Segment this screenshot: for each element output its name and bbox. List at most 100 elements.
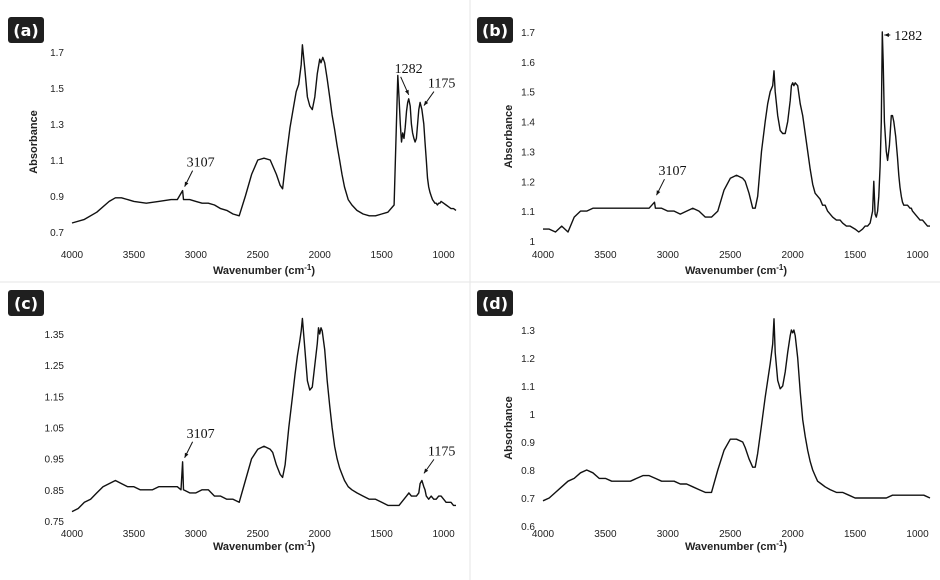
x-tick-label: 1000 xyxy=(432,529,455,540)
y-tick-label: 1.2 xyxy=(521,177,535,188)
y-tick-label: 0.7 xyxy=(50,228,64,239)
x-tick-label: 4000 xyxy=(61,529,84,540)
annotation-arrowhead xyxy=(423,100,429,106)
y-tick-label: 1.3 xyxy=(521,326,535,337)
spectrum-line xyxy=(542,318,931,502)
spectrum-line xyxy=(71,44,457,224)
panel-label: (b) xyxy=(477,17,513,43)
annotation-1175: 1175 xyxy=(423,77,455,106)
x-tick-label: 1500 xyxy=(844,250,867,261)
annotation-1282: 1282 xyxy=(884,29,922,44)
annotation-3107: 3107 xyxy=(656,164,686,196)
annotation-text: 3107 xyxy=(187,427,215,442)
x-tick-label: 3000 xyxy=(185,250,208,261)
x-tick-label: 1000 xyxy=(906,250,929,261)
chart-panel-a: (a) 0.7 0.9 1.1 1.3 1.5 1.7 4000 3500 3000 2500 200… xyxy=(8,17,457,277)
spectrum-line xyxy=(543,31,930,233)
x-tick-label: 2500 xyxy=(719,529,742,540)
y-axis-label: Absorbance xyxy=(503,396,515,460)
annotation-3107: 3107 xyxy=(184,156,215,187)
y-tick-label: 1.5 xyxy=(521,88,535,99)
y-tick-label: 1.25 xyxy=(45,361,65,372)
annotation-text: 1175 xyxy=(428,444,455,459)
annotation-3107: 3107 xyxy=(184,427,215,459)
y-tick-label: 1.3 xyxy=(521,147,535,158)
chart-panel-b: (b) 1 1.1 1.2 1.3 1.4 1.5 1.6 1.7 4000 3500 3000 250… xyxy=(477,17,930,277)
y-tick-label: 0.7 xyxy=(521,494,535,505)
annotation-text: 1282 xyxy=(894,29,922,44)
y-tick-label: 1.1 xyxy=(521,207,535,218)
y-tick-label: 0.6 xyxy=(521,522,535,533)
x-axis-label: Wavenumber (cm-1) xyxy=(685,263,787,277)
x-tick-label: 2000 xyxy=(309,529,332,540)
y-tick-label: 1.2 xyxy=(521,354,535,365)
y-axis-label: Absorbance xyxy=(28,110,40,174)
y-tick-label: 1.05 xyxy=(45,424,65,435)
y-tick-label: 1.35 xyxy=(45,330,65,341)
x-tick-label: 1500 xyxy=(371,529,394,540)
y-tick-label: 0.95 xyxy=(45,455,65,466)
panel-label-text: (a) xyxy=(13,21,38,40)
y-tick-label: 0.9 xyxy=(50,192,64,203)
panel-label-box xyxy=(477,290,513,316)
y-tick-label: 1.15 xyxy=(45,392,65,403)
y-tick-label: 0.85 xyxy=(45,486,65,497)
y-tick-label: 1.7 xyxy=(521,28,535,39)
y-tick-label: 1 xyxy=(529,410,535,421)
x-tick-label: 1500 xyxy=(371,250,394,261)
y-tick-label: 1.1 xyxy=(521,382,535,393)
y-tick-label: 1.4 xyxy=(521,118,535,129)
x-tick-label: 2000 xyxy=(782,250,805,261)
annotation-arrowhead xyxy=(423,468,429,474)
y-tick-label: 1.5 xyxy=(50,84,64,95)
x-tick-label: 2000 xyxy=(782,529,805,540)
annotation-arrowhead xyxy=(184,452,189,458)
x-tick-label: 2500 xyxy=(247,529,270,540)
panel-label-box xyxy=(8,290,44,316)
panel-label: (c) xyxy=(8,290,44,316)
x-tick-label: 3500 xyxy=(594,250,617,261)
x-tick-label: 3000 xyxy=(657,529,680,540)
annotation-1175: 1175 xyxy=(423,444,455,474)
x-axis-label: Wavenumber (cm-1) xyxy=(685,539,787,553)
y-tick-label: 0.8 xyxy=(521,466,535,477)
y-tick-label: 1.7 xyxy=(50,48,64,59)
annotation-text: 3107 xyxy=(658,164,686,179)
annotation-1282: 1282 xyxy=(395,62,423,96)
y-tick-label: 0.9 xyxy=(521,438,535,449)
x-tick-label: 3500 xyxy=(123,250,146,261)
x-tick-label: 2500 xyxy=(247,250,270,261)
chart-panel-c: (c) 0.75 0.85 0.95 1.05 1.15 1.25 1.35 4000 3500 3… xyxy=(8,290,456,553)
annotation-arrowhead xyxy=(184,181,189,187)
chart-panel-d: (d) 0.6 0.7 0.8 0.9 1 1.1 1.2 1.3 4000 3500 3000 250… xyxy=(477,290,931,553)
annotation-arrowhead xyxy=(405,89,409,95)
x-tick-label: 3500 xyxy=(594,529,617,540)
panel-label: (d) xyxy=(477,290,513,316)
annotation-text: 1175 xyxy=(428,77,455,92)
x-tick-label: 3000 xyxy=(185,529,208,540)
x-axis-label: Wavenumber (cm-1) xyxy=(213,263,315,277)
y-axis-label: Absorbance xyxy=(503,105,515,169)
x-tick-label: 1500 xyxy=(844,529,867,540)
x-tick-label: 3000 xyxy=(657,250,680,261)
x-tick-label: 2000 xyxy=(309,250,332,261)
panel-label: (a) xyxy=(8,17,44,43)
x-tick-label: 4000 xyxy=(61,250,84,261)
y-tick-label: 1 xyxy=(529,237,535,248)
x-tick-label: 1000 xyxy=(906,529,929,540)
y-tick-label: 0.75 xyxy=(45,517,65,528)
annotation-arrowhead xyxy=(656,190,661,196)
panel-label-text: (d) xyxy=(482,294,508,313)
annotation-arrowhead xyxy=(884,33,889,37)
panel-label-box xyxy=(8,17,44,43)
y-tick-label: 1.1 xyxy=(50,156,64,167)
panel-label-box xyxy=(477,17,513,43)
annotation-text: 3107 xyxy=(187,156,215,171)
panel-label-text: (c) xyxy=(14,294,38,313)
spectrum-line xyxy=(71,317,456,513)
y-tick-label: 1.3 xyxy=(50,120,64,131)
x-tick-label: 2500 xyxy=(719,250,742,261)
y-tick-label: 1.6 xyxy=(521,58,535,69)
x-tick-label: 4000 xyxy=(532,250,555,261)
